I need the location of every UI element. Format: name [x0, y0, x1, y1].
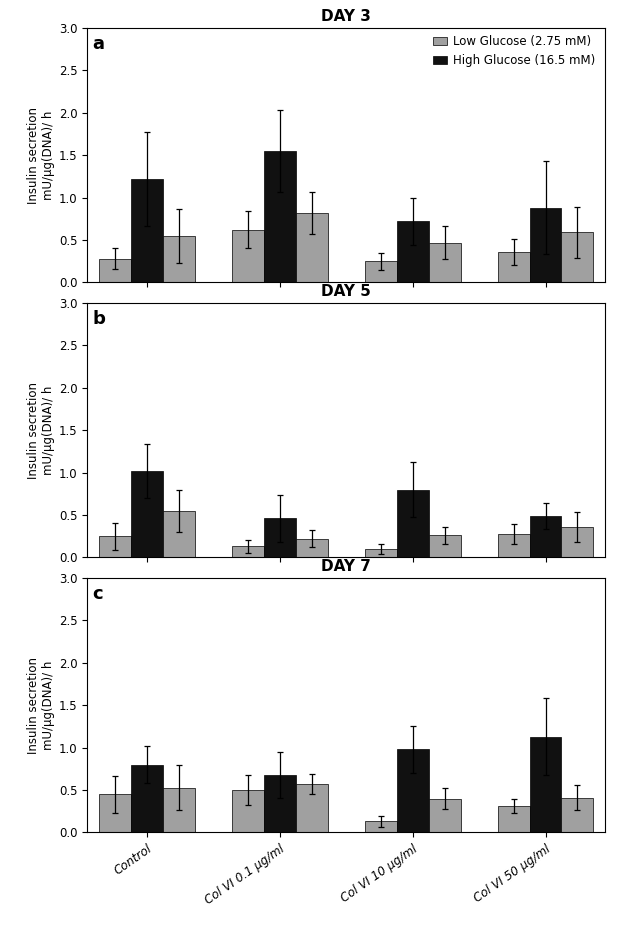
Bar [397, 221, 429, 282]
Y-axis label: Insulin secretion
mU/μg(DNA)/ h: Insulin secretion mU/μg(DNA)/ h [27, 382, 55, 478]
Bar [264, 775, 296, 832]
Bar [99, 795, 131, 832]
Bar [530, 736, 562, 832]
Bar [562, 232, 593, 282]
Text: c: c [92, 586, 103, 603]
Title: DAY 5: DAY 5 [321, 284, 371, 299]
Title: DAY 7: DAY 7 [321, 559, 371, 574]
Bar [131, 765, 163, 832]
Bar [131, 471, 163, 558]
Bar [397, 749, 429, 832]
Bar [163, 787, 195, 832]
Bar [232, 547, 264, 558]
Y-axis label: Insulin secretion
mU/μg(DNA)/ h: Insulin secretion mU/μg(DNA)/ h [27, 657, 55, 754]
Bar [264, 151, 296, 282]
Bar [429, 798, 461, 832]
Bar [498, 252, 530, 282]
Bar [530, 208, 562, 282]
Bar [264, 518, 296, 558]
Title: DAY 3: DAY 3 [321, 9, 371, 24]
Bar [163, 236, 195, 282]
Bar [232, 790, 264, 832]
Bar [365, 261, 397, 282]
Text: a: a [92, 35, 105, 54]
Bar [365, 821, 397, 832]
Bar [131, 179, 163, 282]
Bar [429, 536, 461, 558]
Legend: Low Glucose (2.75 mM), High Glucose (16.5 mM): Low Glucose (2.75 mM), High Glucose (16.… [428, 31, 600, 71]
Bar [296, 538, 328, 558]
Y-axis label: Insulin secretion
mU/μg(DNA)/ h: Insulin secretion mU/μg(DNA)/ h [27, 106, 55, 204]
Bar [365, 549, 397, 558]
Bar [296, 784, 328, 832]
Bar [296, 213, 328, 282]
Text: b: b [92, 311, 105, 328]
Bar [99, 259, 131, 282]
Bar [232, 229, 264, 282]
Bar [397, 489, 429, 558]
Bar [498, 807, 530, 832]
Bar [530, 516, 562, 558]
Bar [562, 527, 593, 558]
Bar [429, 242, 461, 282]
Bar [99, 536, 131, 558]
Bar [498, 534, 530, 558]
Bar [163, 511, 195, 558]
Bar [562, 797, 593, 832]
